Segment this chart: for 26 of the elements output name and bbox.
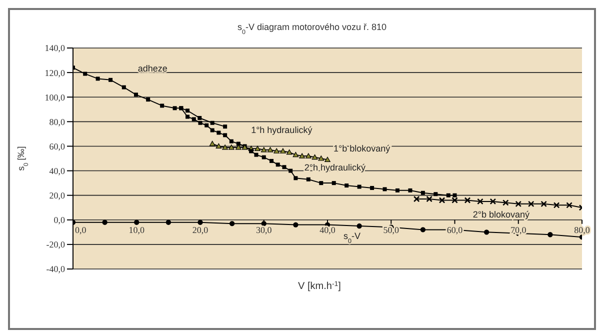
y-tick-label: -40,0	[46, 264, 66, 274]
x-axis-title: V [km.h$^{-1}$]	[298, 280, 342, 292]
series-label: 1°h hydraulický	[251, 125, 313, 136]
x-tick-label: 0,0	[75, 224, 87, 235]
series-label: s$_{0}$-V	[344, 230, 361, 244]
y-tick-label: 40,0	[49, 166, 66, 176]
series-label: 1°b blokovaný	[334, 144, 391, 154]
y-tick-label: 80,0	[49, 116, 66, 127]
series-label: 2°b blokovaný	[472, 209, 530, 220]
x-tick-label: 10,0	[128, 224, 145, 235]
x-tick-label: 50,0	[383, 224, 400, 235]
y-tick-label: 0,0	[54, 215, 66, 226]
y-tick-label: 140,0	[44, 43, 66, 54]
y-tick-label: 120,0	[44, 68, 66, 78]
x-tick-label: 80,0	[574, 224, 590, 235]
series-label: 2°h hydraulický	[304, 162, 366, 172]
chart-title: s$_{0}$-V diagram motorového vozu ř. 810	[237, 22, 387, 36]
x-tick-label: 70,0	[510, 224, 527, 235]
x-tick-label: 30,0	[256, 224, 272, 235]
y-tick-label: 20,0	[49, 190, 66, 201]
y-tick-label: 100,0	[44, 92, 66, 102]
x-tick-label: 40,0	[320, 224, 336, 235]
y-tick-label: -20,0	[46, 240, 66, 250]
y-tick-label: 60,0	[49, 141, 66, 152]
series-label: adheze	[138, 63, 168, 74]
x-tick-label: 20,0	[192, 224, 209, 235]
